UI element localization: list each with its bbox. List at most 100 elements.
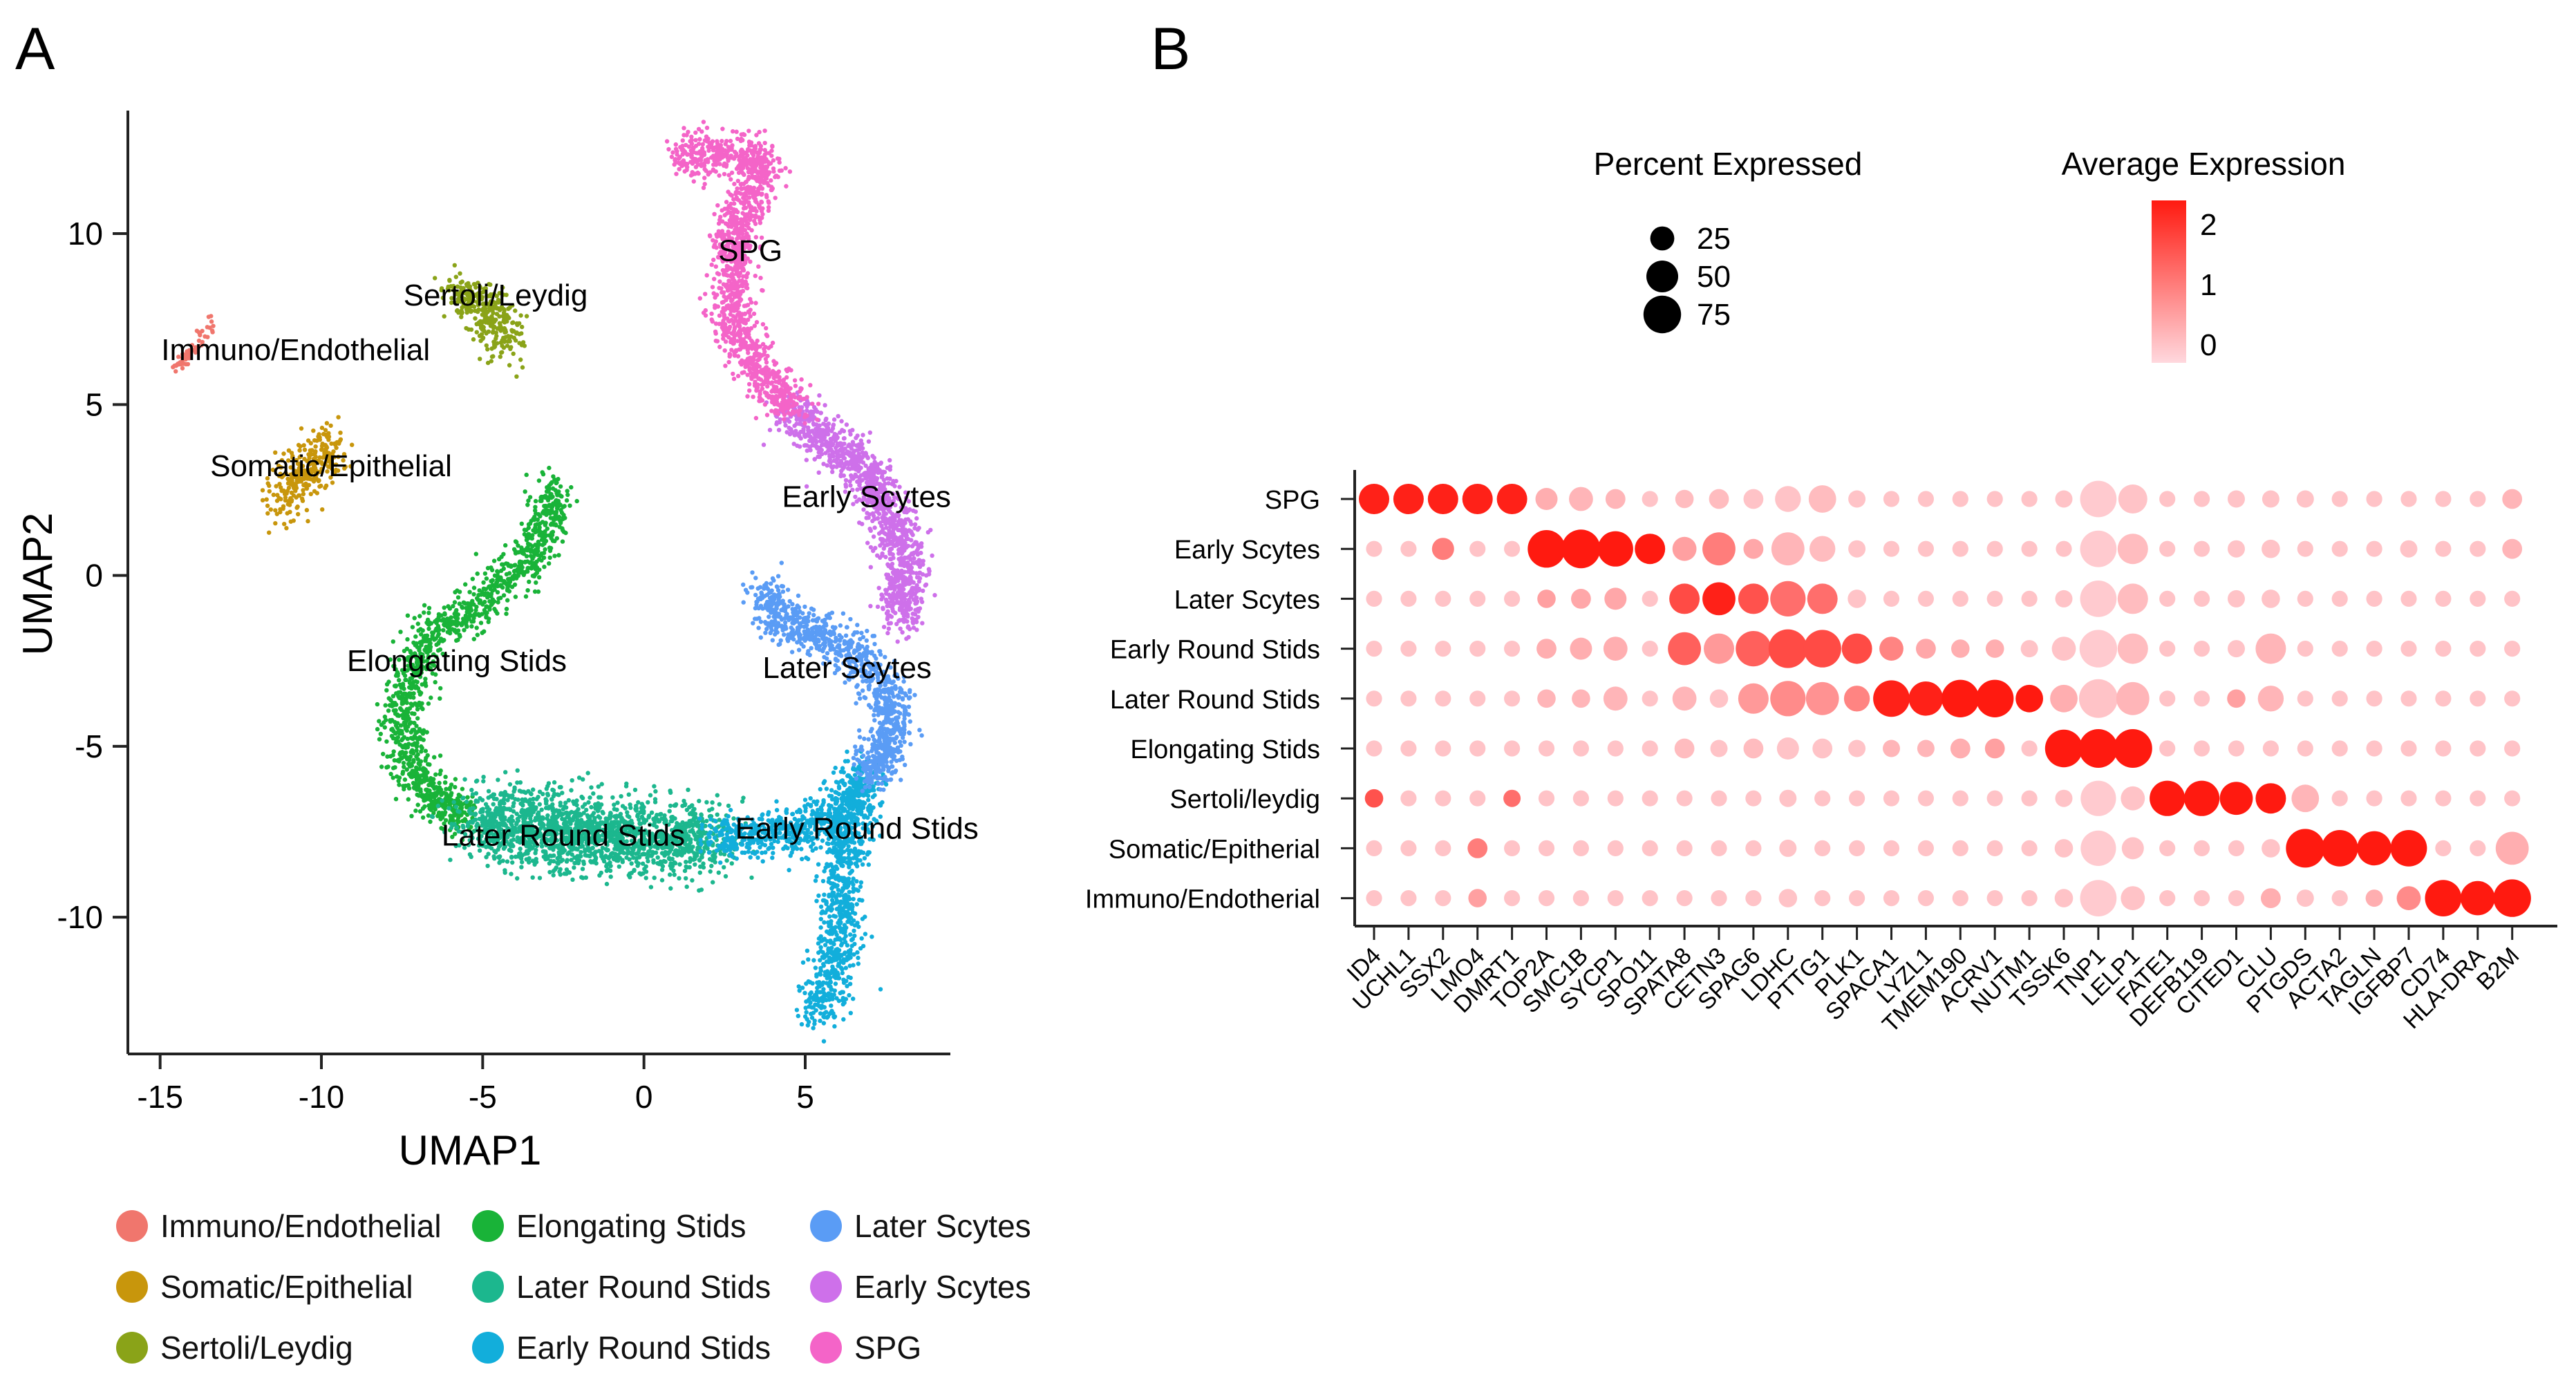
umap-point	[297, 448, 302, 453]
umap-point	[556, 860, 561, 865]
umap-point	[413, 679, 418, 684]
umap-point	[488, 282, 493, 288]
umap-point	[317, 484, 322, 489]
umap-point	[474, 330, 479, 334]
umap-point	[471, 585, 477, 590]
umap-point	[500, 858, 505, 863]
umap-point	[348, 464, 353, 469]
umap-points	[171, 120, 937, 1044]
umap-point	[424, 730, 429, 735]
umap-point	[426, 622, 432, 627]
umap-point	[827, 863, 832, 867]
umap-point	[486, 789, 491, 794]
umap-point	[377, 719, 382, 724]
umap-point	[655, 855, 660, 860]
umap-point	[419, 749, 424, 754]
umap-point	[301, 443, 306, 448]
umap-point	[477, 333, 482, 339]
umap-point	[426, 701, 431, 706]
umap-point	[311, 428, 316, 433]
umap-point	[558, 784, 563, 790]
umap-point	[422, 804, 427, 809]
umap-point	[699, 812, 704, 817]
umap-point	[698, 864, 703, 869]
umap-point	[424, 684, 429, 688]
umap-point	[830, 964, 835, 970]
umap-point	[469, 787, 474, 793]
umap-point	[515, 768, 520, 773]
umap-point	[532, 574, 537, 578]
umap-point	[770, 856, 775, 860]
umap-point	[581, 777, 585, 782]
umap-point	[408, 771, 413, 775]
umap-point	[414, 775, 419, 780]
umap-point	[466, 296, 471, 302]
umap-point	[475, 632, 480, 637]
umap-point	[458, 271, 462, 276]
umap-point	[489, 359, 493, 364]
umap-point	[818, 925, 823, 930]
umap-point	[527, 521, 533, 526]
umap-point	[519, 521, 524, 526]
umap-point	[511, 351, 516, 356]
umap-point	[330, 462, 335, 467]
umap-point	[565, 492, 570, 498]
umap-point	[682, 868, 688, 874]
umap-point	[818, 786, 823, 792]
umap-point	[558, 800, 563, 805]
umap-point	[453, 777, 458, 782]
umap-point	[288, 465, 293, 470]
umap-point	[863, 932, 868, 936]
umap-point	[511, 320, 516, 325]
umap-point	[845, 759, 850, 764]
umap-point	[497, 308, 502, 312]
umap-point	[480, 602, 485, 607]
umap-point	[822, 920, 827, 925]
umap-point	[505, 339, 510, 344]
umap-point	[410, 748, 415, 753]
umap-cluster-early-round-stids	[697, 743, 889, 1044]
umap-point	[267, 489, 272, 494]
umap-point	[491, 854, 496, 859]
umap-point	[444, 795, 449, 800]
umap-point	[804, 1010, 809, 1015]
umap-point	[827, 914, 832, 919]
umap-point	[632, 867, 637, 873]
umap-point	[455, 284, 460, 289]
umap-point	[210, 330, 215, 334]
umap-point	[433, 276, 438, 281]
umap-point	[378, 731, 383, 737]
umap-point	[841, 1017, 846, 1022]
umap-point	[629, 861, 634, 866]
umap-point	[585, 771, 590, 775]
umap-point	[382, 720, 386, 725]
umap-point	[485, 863, 490, 869]
umap-point	[836, 784, 842, 789]
umap-point	[818, 916, 824, 922]
umap-point	[420, 793, 425, 798]
umap-point	[409, 775, 414, 780]
umap-point	[832, 882, 837, 887]
umap-point	[518, 313, 523, 318]
umap-point	[866, 862, 872, 867]
umap-point	[337, 438, 342, 444]
umap-point	[524, 527, 529, 533]
umap-point	[412, 734, 417, 739]
umap-point	[774, 799, 779, 804]
umap-point	[836, 961, 841, 966]
umap-point	[576, 807, 581, 812]
umap-point	[668, 886, 673, 891]
umap-point	[507, 578, 512, 583]
umap-point	[430, 635, 435, 640]
umap-point	[496, 855, 501, 860]
umap-point	[691, 818, 696, 822]
umap-point	[684, 876, 688, 881]
umap-point	[715, 793, 720, 798]
umap-point	[447, 279, 452, 283]
umap-point	[836, 791, 842, 797]
umap-point	[729, 861, 735, 866]
umap-point	[308, 452, 312, 457]
umap-point	[522, 531, 527, 537]
umap-point	[297, 493, 302, 498]
umap-point	[467, 305, 472, 310]
